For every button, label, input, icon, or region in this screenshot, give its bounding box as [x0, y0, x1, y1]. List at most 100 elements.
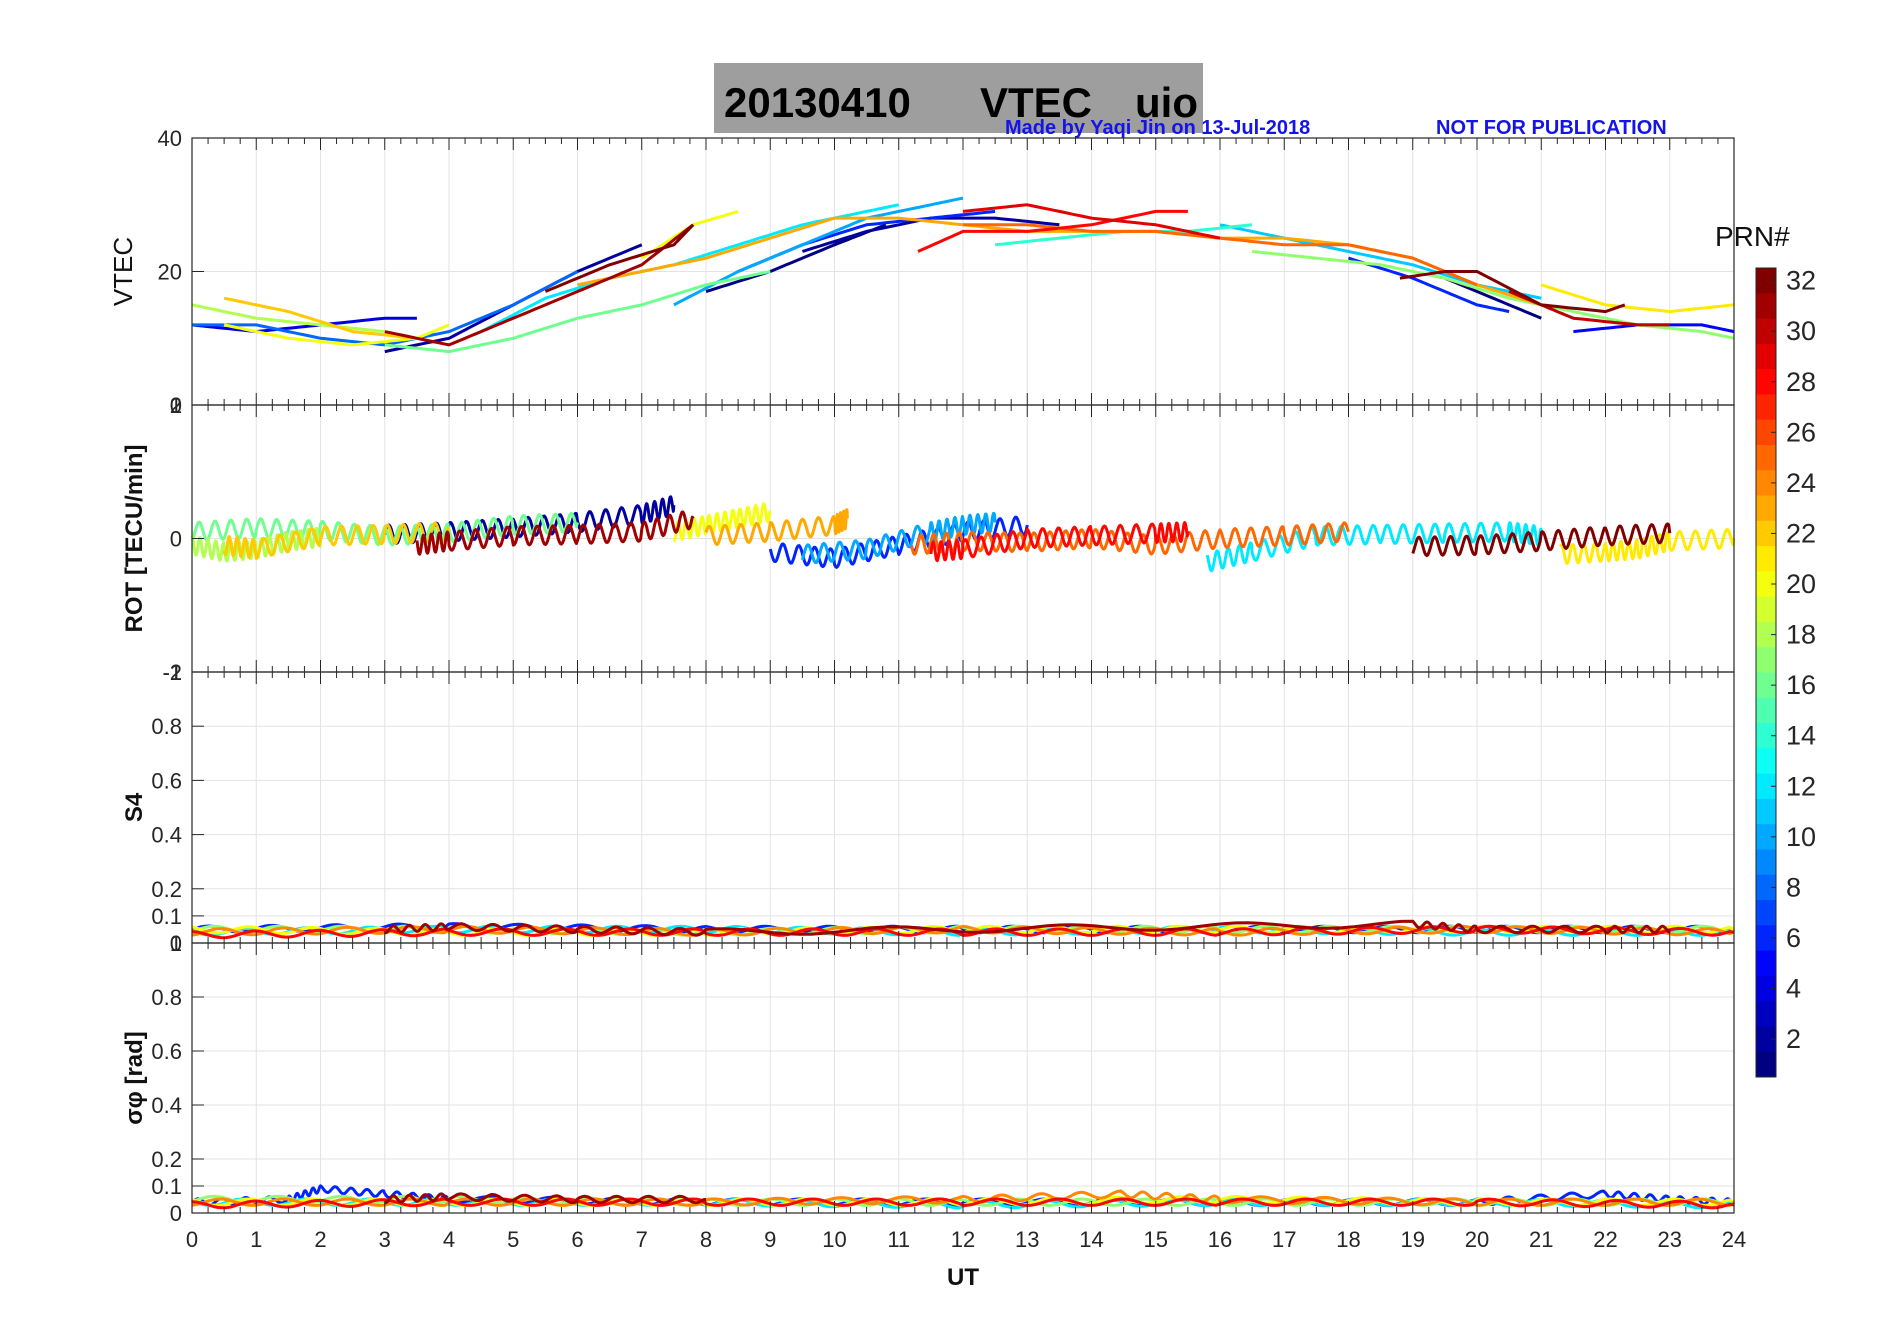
y-axis-label: σφ [rad] [121, 1031, 148, 1125]
colorbar-segment [1756, 748, 1776, 775]
title-station: uio [1135, 79, 1198, 126]
y-tick-label: 0 [170, 1201, 182, 1226]
series-line-prn-31 [384, 919, 1672, 937]
colorbar-tick-label: 6 [1786, 923, 1801, 953]
colorbar-tick-label: 16 [1786, 670, 1816, 700]
colorbar-segment [1756, 369, 1776, 395]
colorbar-segment [1756, 546, 1776, 572]
series-line-prn-23 [704, 508, 849, 546]
title-product: VTEC [980, 79, 1092, 126]
colorbar-segment [1756, 824, 1776, 850]
y-tick-label: 0.8 [151, 714, 182, 739]
y-tick-label: 0.6 [151, 768, 182, 793]
y-tick-label: 1 [170, 393, 182, 418]
colorbar-segment [1756, 900, 1776, 926]
colorbar-segment [1756, 596, 1776, 623]
x-tick-label: 21 [1529, 1227, 1553, 1252]
series-line-prn-21 [1559, 528, 1736, 565]
colorbar-segment [1756, 647, 1776, 673]
y-tick-label: 1 [170, 931, 182, 956]
series-line-prn-22 [222, 521, 451, 560]
y-tick-label: 0.1 [151, 904, 182, 929]
y-tick-label: 0.2 [151, 1147, 182, 1172]
x-tick-label: 4 [443, 1227, 455, 1252]
x-axis-label: UT [947, 1264, 979, 1291]
y-tick-label: 0.1 [151, 1174, 182, 1199]
colorbar-segment [1756, 419, 1776, 446]
series-line-prn-31 [415, 510, 695, 556]
series-line-prn-18 [191, 303, 385, 334]
series-line-prn-32 [544, 223, 695, 293]
y-tick-label: 40 [158, 126, 182, 151]
x-tick-label: 14 [1079, 1227, 1103, 1252]
series-line-prn-31 [384, 1192, 706, 1205]
colorbar-tick-label: 20 [1786, 569, 1816, 599]
y-axis-label: VTEC [108, 237, 138, 306]
x-tick-label: 3 [379, 1227, 391, 1252]
credit-made-by: Made by Yaqi Jin on 13-Jul-2018 [1005, 117, 1310, 139]
colorbar-tick-label: 18 [1786, 620, 1816, 650]
colorbar-segment [1756, 874, 1776, 901]
x-tick-label: 19 [1401, 1227, 1425, 1252]
x-tick-label: 12 [951, 1227, 975, 1252]
y-tick-label: 0 [170, 393, 182, 418]
colorbar-segment [1756, 798, 1776, 825]
colorbar-tick-label: 2 [1786, 1024, 1801, 1054]
colorbar-frame [1755, 267, 1777, 1078]
y-axis-label: ROT [TECU/min] [121, 445, 148, 633]
series-line-prn-1 [1444, 276, 1542, 320]
colorbar-tick-label: 22 [1786, 518, 1816, 548]
x-tick-label: 5 [507, 1227, 519, 1252]
x-tick-label: 24 [1722, 1227, 1746, 1252]
colorbar-tick-label: 28 [1786, 367, 1816, 397]
colorbar-label: PRN# [1715, 221, 1790, 252]
colorbar-segment [1756, 1051, 1776, 1078]
colorbar-segment [1756, 394, 1776, 421]
x-tick-label: 8 [700, 1227, 712, 1252]
colorbar-segment [1756, 1026, 1776, 1053]
colorbar-segment [1756, 293, 1776, 320]
colorbar-segment [1756, 470, 1776, 497]
y-tick-label: 1 [170, 660, 182, 685]
y-tick-label: 0 [170, 527, 182, 552]
y-axis-label: S4 [121, 792, 148, 822]
y-tick-label: -1 [162, 660, 182, 685]
y-tick-label-overlay: 2 [170, 393, 182, 418]
y-tick-label: 0 [170, 931, 182, 956]
colorbar-segment [1756, 571, 1776, 598]
y-tick-label: 0.2 [151, 877, 182, 902]
x-tick-label: 13 [1015, 1227, 1039, 1252]
x-tick-label: 23 [1658, 1227, 1682, 1252]
credit-notice: NOT FOR PUBLICATION [1436, 117, 1667, 139]
x-tick-label: 6 [571, 1227, 583, 1252]
colorbar-segment [1756, 621, 1776, 648]
colorbar-segment [1756, 697, 1776, 724]
series-line-prn-10 [673, 196, 964, 307]
x-tick-label: 10 [822, 1227, 846, 1252]
series-line-prn-28 [929, 521, 1190, 563]
series-line-prn-32 [1411, 522, 1672, 558]
series-line-prn-31 [384, 223, 695, 347]
series-line-prn-16 [384, 270, 771, 354]
colorbar-tick-label: 4 [1786, 974, 1801, 1004]
colorbar-segment [1756, 318, 1776, 345]
x-tick-label: 22 [1593, 1227, 1617, 1252]
series-line-prn-21 [1540, 283, 1735, 314]
colorbar-segment [1756, 773, 1776, 800]
colorbar-tick-label: 14 [1786, 721, 1816, 751]
series-line-prn-12 [480, 203, 900, 333]
colorbar-segment [1756, 672, 1776, 699]
y-tick-label: 20 [158, 260, 182, 285]
y-tick-label: 0.6 [151, 1039, 182, 1064]
colorbar-tick-label: 30 [1786, 316, 1816, 346]
x-tick-label: 17 [1272, 1227, 1296, 1252]
x-tick-label: 9 [764, 1227, 776, 1252]
y-tick-label: 0.4 [151, 823, 182, 848]
colorbar-segment [1756, 950, 1776, 977]
series-line-prn-17 [1251, 250, 1735, 340]
x-tick-label: 18 [1336, 1227, 1360, 1252]
